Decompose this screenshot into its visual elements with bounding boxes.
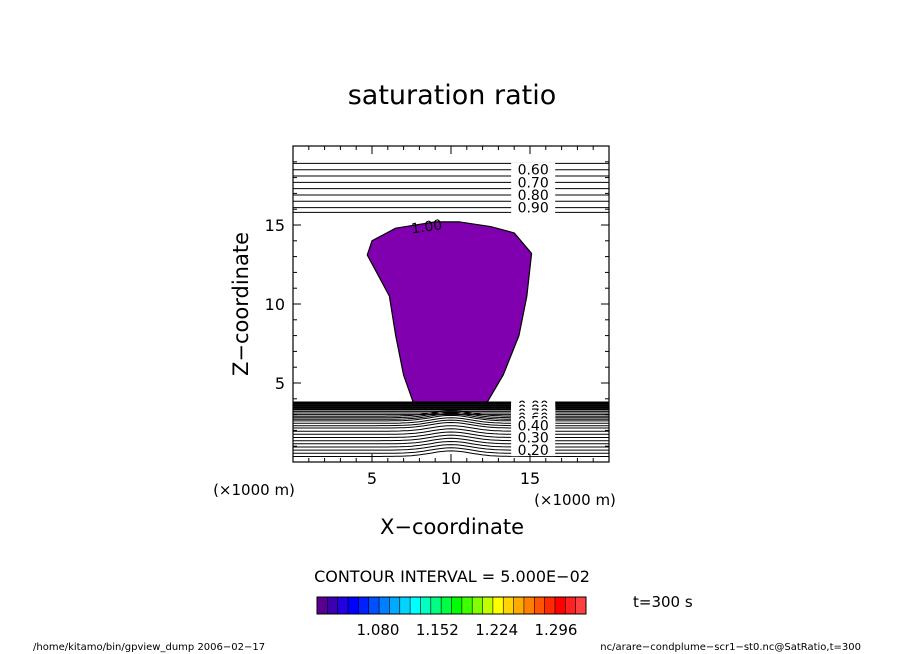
lower-contour-line: [293, 440, 609, 448]
contour-label-bg: [511, 200, 556, 214]
contour-label: 0.90: [518, 201, 549, 217]
colorbar-cell: [430, 597, 442, 614]
colorbar-cell: [348, 597, 359, 614]
colorbar: [316, 596, 587, 615]
colorbar-tick-label: 1.152: [416, 621, 459, 639]
colorbar-cell: [368, 597, 380, 614]
contour-label-bg: [511, 162, 556, 176]
y-tick-label: 15: [265, 216, 285, 235]
lower-contour-line: [293, 425, 609, 432]
colorbar-cell: [492, 597, 504, 614]
lower-contour-line: [293, 428, 609, 435]
lower-contour-line: [293, 410, 609, 417]
lower-contour-line: [293, 431, 609, 438]
contour-label: 0.30: [518, 431, 549, 447]
colorbar-tick-labels: 1.080 1.152 1.224 1.296: [357, 621, 578, 639]
colorbar-cell: [513, 597, 525, 614]
contour-label: 0.60: [518, 163, 549, 179]
colorbar-cell: [523, 597, 535, 614]
colorbar-cell: [472, 597, 484, 614]
y-unit-label: (×1000 m): [213, 481, 295, 499]
contour-interval-text: CONTOUR INTERVAL = 5.000E−02: [314, 567, 590, 586]
contour-label: 0.70: [518, 175, 549, 191]
lower-contour-line: [293, 434, 609, 442]
lower-contour-line: [293, 447, 609, 454]
contour-label-bg: [511, 187, 556, 201]
upper-contour-lines: [293, 162, 609, 213]
plot-area: 0.600.700.800.900.000.800.700.600.500.40…: [292, 145, 610, 463]
lower-contour-line: [293, 419, 609, 427]
colorbar-cell: [337, 597, 349, 614]
contour-label-bg: [511, 443, 556, 457]
y-tick-labels: 5 10 15: [265, 216, 285, 393]
colorbar-cell: [554, 597, 566, 614]
colorbar-tick-label: 1.080: [357, 621, 400, 639]
colorbar-cell: [565, 597, 577, 614]
chart-title: saturation ratio: [348, 80, 557, 111]
colorbar-cell: [451, 597, 463, 614]
colorbar-cell: [399, 597, 411, 614]
colorbar-cell: [420, 597, 432, 614]
shaded-region-label: 1.00: [410, 217, 443, 237]
colorbar-cell: [544, 597, 556, 614]
contour-label-bg: [511, 430, 556, 444]
colorbar-tick-label: 1.224: [475, 621, 518, 639]
contour-label: 0.20: [518, 443, 549, 459]
colorbar-cell: [358, 597, 370, 614]
shaded-region-1-00: [366, 221, 533, 403]
axis-ticks: [293, 146, 609, 462]
colorbar-cell: [482, 597, 494, 614]
y-tick-label: 10: [265, 295, 285, 314]
lower-contour-line: [293, 421, 609, 429]
colorbar-cell: [461, 597, 473, 614]
contour-label-bg: [511, 418, 556, 432]
colorbar-cell: [441, 597, 452, 614]
lower-contour-line: [293, 417, 609, 424]
y-axis-label: Z−coordinate: [229, 232, 253, 376]
x-axis-label: X−coordinate: [380, 515, 524, 539]
colorbar-cell: [503, 597, 515, 614]
lower-contour-lines: [293, 401, 609, 457]
contour-label: 0.80: [518, 188, 549, 204]
contour-label-bg: [511, 175, 556, 189]
x-tick-label: 15: [520, 469, 540, 488]
footer-left: /home/kitamo/bin/gpview_dump 2006−02−17: [33, 642, 265, 653]
lower-contour-line: [293, 413, 609, 420]
colorbar-cell: [317, 597, 328, 614]
time-label: t=300 s: [633, 593, 693, 611]
colorbar-cell: [534, 597, 546, 614]
lower-contour-line: [293, 414, 609, 422]
colorbar-frame: [316, 596, 587, 615]
colorbar-cell: [327, 597, 339, 614]
colorbar-cell: [379, 597, 390, 614]
colorbar-tick-label: 1.296: [535, 621, 578, 639]
x-unit-label: (×1000 m): [534, 491, 616, 509]
colorbar-cell: [575, 597, 587, 614]
footer-right: nc/arare−condplume−scr1−st0.nc@SatRatio,…: [600, 642, 861, 653]
colorbar-cell: [389, 597, 401, 614]
x-tick-label: 5: [367, 469, 377, 488]
lower-contour-line: [293, 450, 609, 457]
lower-contour-line: [293, 437, 609, 445]
lower-contour-line: [293, 411, 609, 419]
colorbar-cell: [410, 597, 421, 614]
lower-contour-line: [293, 444, 609, 451]
contour-labels: 0.600.700.800.900.000.800.700.600.500.40…: [410, 162, 556, 459]
x-tick-label: 10: [441, 469, 461, 488]
x-tick-labels: 5 10 15: [367, 469, 540, 488]
y-tick-label: 5: [275, 374, 285, 393]
